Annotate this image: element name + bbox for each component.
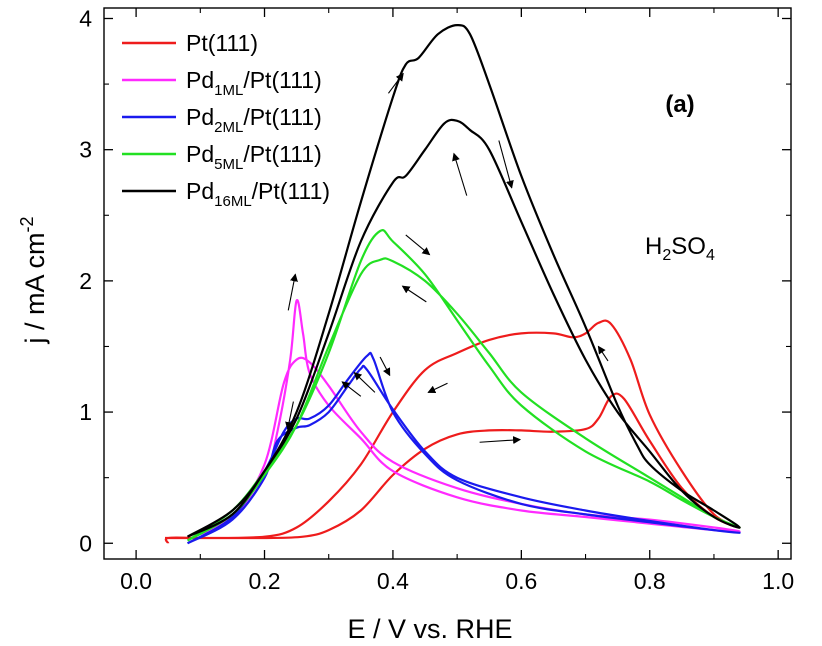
series-line-3 <box>186 351 741 545</box>
direction-arrow <box>379 356 391 377</box>
x-axis-title: E / V vs. RHE <box>347 614 512 644</box>
electrolyte-h: H <box>645 233 662 260</box>
legend-label: Pd5ML/Pt(111) <box>186 141 322 173</box>
legend-label: Pt(111) <box>186 30 258 56</box>
plot-frame <box>103 7 792 560</box>
x-tick-label: 1.0 <box>762 568 794 594</box>
legend-label: Pd1ML/Pt(111) <box>186 67 322 99</box>
x-tick-label: 0.4 <box>377 568 409 594</box>
direction-arrow <box>341 381 362 397</box>
direction-arrow <box>479 436 522 445</box>
panel-label: (a) <box>665 91 694 118</box>
x-tick-label: 0.8 <box>634 568 666 594</box>
electrolyte-sub2: 4 <box>706 247 715 264</box>
series-line-4 <box>186 229 741 542</box>
y-axis-title-prefix: j / mA cm <box>20 233 50 345</box>
y-tick-label: 4 <box>79 5 92 31</box>
y-tick-label: 3 <box>79 137 92 163</box>
y-tick-label: 0 <box>79 530 92 556</box>
direction-arrow <box>452 152 468 196</box>
y-axis-title: j / mA cm-2 <box>17 216 50 344</box>
direction-arrow <box>597 345 609 362</box>
direction-arrow <box>285 401 294 431</box>
electrolyte-label: H2SO4 <box>645 233 715 264</box>
series-line-5 <box>186 23 741 538</box>
y-tick-label: 2 <box>79 268 92 294</box>
electrolyte-sub1: 2 <box>662 247 671 264</box>
direction-arrow <box>427 382 448 393</box>
series-layer <box>164 23 741 545</box>
electrolyte-so: SO <box>671 233 706 260</box>
direction-arrow <box>405 234 431 256</box>
direction-arrow <box>287 273 298 311</box>
y-axis-title-sup: -2 <box>17 216 37 232</box>
direction-arrow <box>353 372 376 393</box>
series-line-2 <box>199 299 741 536</box>
x-tick-label: 0.6 <box>505 568 537 594</box>
x-tick-label: 0.0 <box>120 568 152 594</box>
direction-arrow <box>401 285 427 303</box>
direction-arrows <box>285 72 609 445</box>
series-line-1 <box>164 319 741 544</box>
legend: Pt(111) Pd1ML/Pt(111) Pd2ML/Pt(111) Pd5ML/P… <box>122 30 330 210</box>
axis-ticks: 0.0 0.2 0.4 0.6 0.8 1.0 0 1 2 3 4 <box>79 5 794 594</box>
x-tick-label: 0.2 <box>249 568 281 594</box>
direction-arrow <box>498 140 514 189</box>
direction-arrow <box>387 72 404 94</box>
legend-label: Pd16ML/Pt(111) <box>186 178 330 210</box>
y-tick-label: 1 <box>79 399 92 425</box>
legend-label: Pd2ML/Pt(111) <box>186 104 322 136</box>
